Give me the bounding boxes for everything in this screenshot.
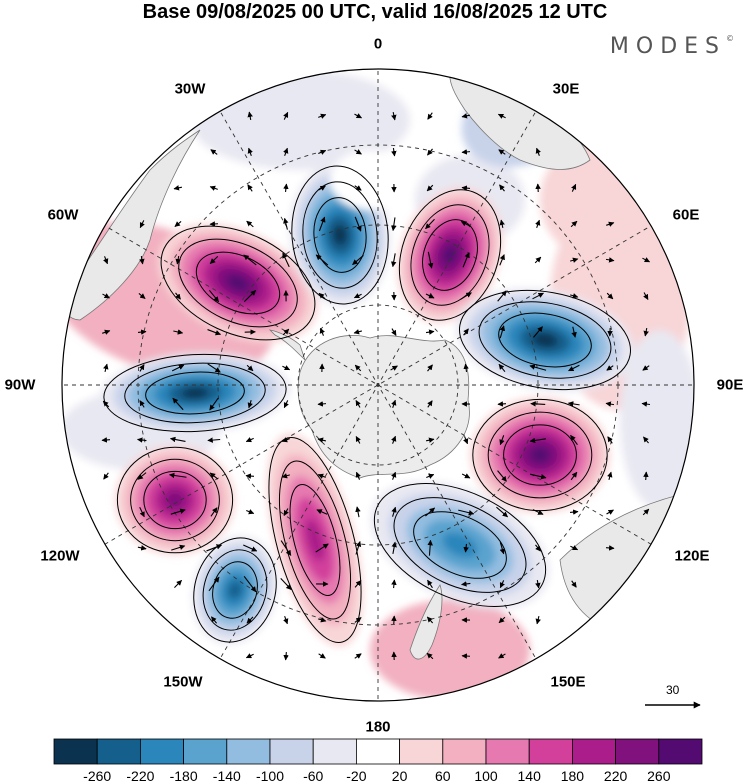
colorbar-swatch — [443, 739, 486, 764]
lon-label-90w: 90W — [5, 377, 36, 394]
colorbar-swatch — [400, 739, 443, 764]
colorbar-tick-label: 220 — [604, 768, 627, 784]
colorbar-swatch — [616, 739, 659, 764]
colorbar-swatch — [313, 739, 356, 764]
colorbar-tick-label: 20 — [392, 768, 408, 784]
colorbar-tick-label: -260 — [83, 768, 111, 784]
lon-label-30w: 30W — [175, 81, 206, 98]
colorbar-tick-label: 180 — [561, 768, 584, 784]
colorbar-tick-label: 100 — [474, 768, 497, 784]
colorbar-swatch — [486, 739, 529, 764]
colorbar-tick-label: -140 — [213, 768, 241, 784]
colorbar-tick-label: -220 — [126, 768, 154, 784]
colorbar-tick-label: 60 — [435, 768, 451, 784]
colorbar-swatch — [54, 739, 97, 764]
colorbar-tick-label: -180 — [170, 768, 198, 784]
lon-label-120e: 120E — [674, 548, 709, 565]
colorbar-swatch — [97, 739, 140, 764]
colorbar-tick-label: -60 — [303, 768, 323, 784]
colorbar-swatch — [270, 739, 313, 764]
colorbar-swatch — [529, 739, 572, 764]
colorbar-tick-label: -20 — [346, 768, 366, 784]
lon-label-60e: 60E — [673, 207, 700, 224]
colorbar-swatch — [184, 739, 227, 764]
map-disk — [23, 50, 720, 730]
colorbar-swatch — [227, 739, 270, 764]
lon-label-180: 180 — [365, 719, 390, 736]
colorbar — [54, 739, 702, 764]
lon-label-150e: 150E — [550, 674, 585, 691]
colorbar-swatch — [659, 739, 702, 764]
colorbar-tick-label: 140 — [518, 768, 541, 784]
colorbar-tick-label: 260 — [647, 768, 670, 784]
lon-label-30e: 30E — [553, 81, 580, 98]
lon-label-120w: 120W — [40, 548, 79, 565]
colorbar-swatch — [140, 739, 183, 764]
colorbar-swatch — [572, 739, 615, 764]
lon-label-90e: 90E — [717, 377, 744, 394]
lon-label-60w: 60W — [48, 207, 79, 224]
colorbar-swatch — [356, 739, 399, 764]
lon-label-150w: 150W — [163, 674, 202, 691]
colorbar-tick-label: -100 — [256, 768, 284, 784]
graticule — [48, 55, 708, 715]
reference-vector-value: 30 — [666, 683, 679, 697]
lon-label-0: 0 — [374, 36, 382, 53]
